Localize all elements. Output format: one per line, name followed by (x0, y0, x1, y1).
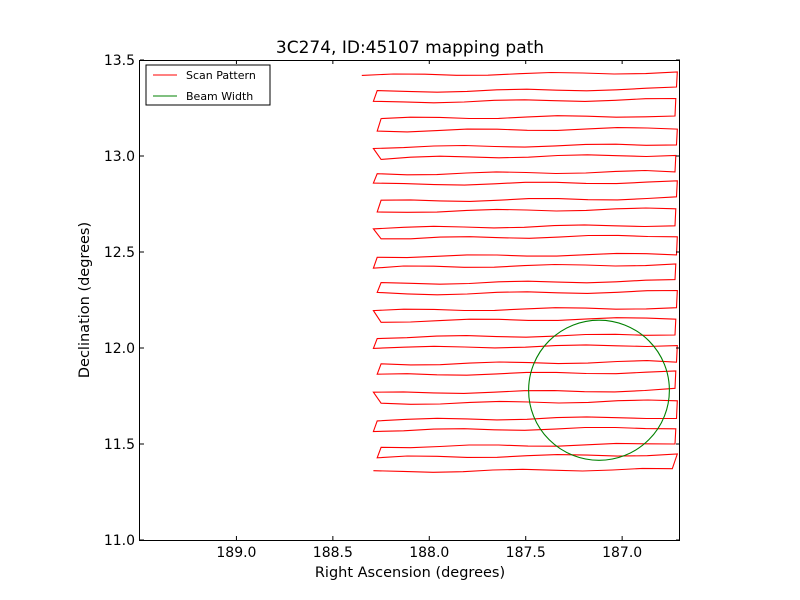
chart-title: 3C274, ID:45107 mapping path (276, 38, 544, 58)
x-tick-label: 187.5 (506, 545, 546, 561)
legend-label-scan-pattern: Scan Pattern (186, 69, 256, 82)
y-tick-label: 12.5 (104, 245, 135, 261)
legend-label-beam-width: Beam Width (186, 90, 253, 103)
beam-width-circle (528, 319, 670, 461)
y-tick-label: 13.5 (104, 53, 135, 69)
x-axis: 189.0 188.5 188.0 187.5 187.0 (216, 60, 642, 561)
x-tick-label: 188.5 (313, 545, 353, 561)
scan-pattern-line (361, 71, 679, 473)
y-axis-label: Declination (degrees) (77, 222, 93, 378)
y-tick-label: 13.0 (104, 149, 135, 165)
y-axis: 11.0 11.5 12.0 12.5 13.0 13.5 (104, 53, 680, 549)
plot-area (361, 71, 679, 473)
y-tick-label: 11.5 (104, 437, 135, 453)
y-tick-label: 12.0 (104, 341, 135, 357)
legend: Scan Pattern Beam Width (145, 64, 271, 106)
plot-frame (139, 60, 680, 541)
legend-box (145, 64, 271, 106)
x-tick-label: 187.0 (602, 545, 642, 561)
x-axis-label: Right Ascension (degrees) (315, 565, 505, 581)
x-tick-label: 188.0 (409, 545, 449, 561)
y-tick-label: 11.0 (104, 533, 135, 549)
x-tick-label: 189.0 (216, 545, 256, 561)
